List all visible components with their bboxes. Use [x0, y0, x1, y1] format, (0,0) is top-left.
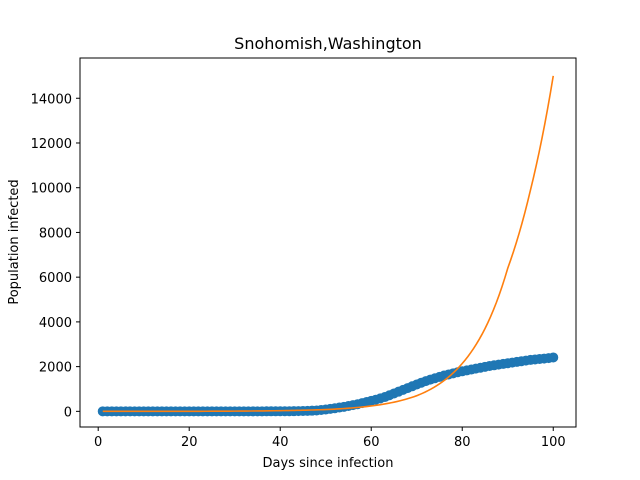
y-tick-label: 2000 [39, 361, 72, 376]
y-tick-label: 14000 [31, 92, 72, 107]
y-tick-label: 8000 [39, 226, 72, 241]
chart-title: Snohomish,Washington [234, 34, 422, 53]
x-tick-label: 40 [272, 435, 289, 450]
axes-frame [79, 57, 577, 428]
y-tick-label: 10000 [31, 182, 72, 197]
axis-ticks: 0 20 40 60 80 100 0 2000 4000 6000 8000 10000 12000 1… [31, 92, 566, 450]
fit-curve-line [102, 75, 555, 413]
x-tick-label: 80 [454, 435, 471, 450]
y-tick-label: 12000 [31, 137, 72, 152]
y-tick-label: 4000 [39, 316, 72, 331]
x-tick-label: 60 [363, 435, 380, 450]
plot-area [97, 75, 559, 417]
y-tick-label: 6000 [39, 271, 72, 286]
y-tick-label: 0 [64, 405, 72, 420]
scatter-point [548, 352, 559, 363]
x-axis-label: Days since infection [263, 456, 394, 471]
x-tick-label: 100 [541, 435, 566, 450]
x-tick-label: 0 [94, 435, 102, 450]
y-axis-label: Population infected [7, 179, 22, 304]
x-tick-label: 20 [181, 435, 198, 450]
